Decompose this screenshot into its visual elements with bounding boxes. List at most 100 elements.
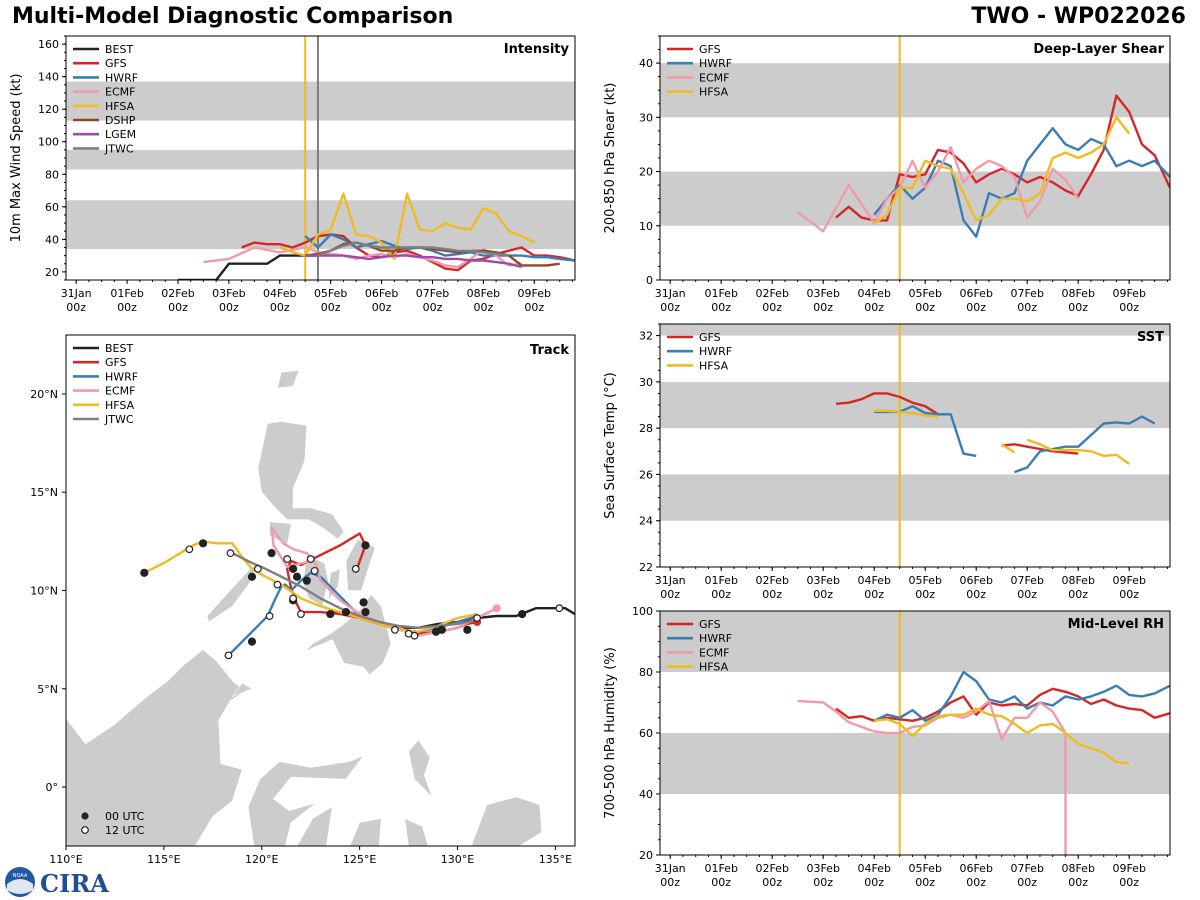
land-sulawesi xyxy=(247,754,365,846)
intensity-band-0 xyxy=(66,200,575,250)
track-marker-12utc xyxy=(226,549,235,558)
intensity-series-lgem xyxy=(305,254,522,269)
sst-xtick-label-hour: 00z xyxy=(1017,588,1037,601)
land-panay-negros xyxy=(302,554,329,607)
shear-xtick-label: 06Feb xyxy=(959,287,992,300)
sst-xtick-label-hour: 00z xyxy=(762,588,782,601)
intensity-xtick-label: 03Feb xyxy=(212,287,245,300)
track-marker-12utc xyxy=(473,614,482,622)
shear-xtick-label-hour: 00z xyxy=(915,301,935,314)
shear-series-ecmf xyxy=(796,146,1080,233)
intensity-xtick-label-hour: 00z xyxy=(168,301,188,314)
track-marker-12utc xyxy=(351,564,360,573)
rh-xtick-label-hour: 00z xyxy=(864,876,884,889)
sst-xtick-label: 09Feb xyxy=(1112,574,1145,587)
intensity-xtick-label: 07Feb xyxy=(416,287,449,300)
shear-ytick-label: 10 xyxy=(639,220,653,233)
rh-xtick-label-hour: 00z xyxy=(660,876,680,889)
track-marker-00utc xyxy=(267,549,276,558)
sst-series-gfs xyxy=(835,392,1079,455)
track-marker-12utc xyxy=(297,610,305,618)
sst-legend-label-hfsa: HFSA xyxy=(699,359,729,372)
track-marker-00utc xyxy=(359,598,368,607)
intensity-xtick-label-hour: 00z xyxy=(270,301,290,314)
shear-xtick-label-hour: 00z xyxy=(1017,301,1037,314)
track-marker-12utc xyxy=(185,545,194,554)
rh-ytick-label: 100 xyxy=(632,605,653,618)
panel-rh: 2040608010031Jan00z01Feb00z02Feb00z03Feb… xyxy=(603,605,1171,889)
intensity-xtick-label: 06Feb xyxy=(365,287,398,300)
shear-xtick-label-hour: 00z xyxy=(711,301,731,314)
rh-ytick-label: 40 xyxy=(639,788,653,801)
rh-xtick-label: 08Feb xyxy=(1061,862,1094,875)
rh-xtick-label: 31Jan xyxy=(655,862,686,875)
rh-xtick-label-hour: 00z xyxy=(966,876,986,889)
shear-ytick-label: 40 xyxy=(639,57,653,70)
panel-intensity: 2040608010012014016031Jan00z01Feb00z02Fe… xyxy=(9,35,576,314)
shear-ytick-label: 20 xyxy=(639,166,653,179)
sst-plot-area xyxy=(660,324,1170,567)
track-ytick-label: 20°N xyxy=(30,388,58,401)
track-ytick-label: 5°N xyxy=(37,683,58,696)
intensity-xtick-label-hour: 00z xyxy=(473,301,493,314)
land-sulawesi-se xyxy=(296,806,333,846)
sst-ytick-label: 24 xyxy=(639,515,653,528)
track-title: Track xyxy=(530,343,569,358)
sst-xtick-label: 03Feb xyxy=(806,574,839,587)
sst-xtick-label-hour: 00z xyxy=(711,588,731,601)
track-legend-00utc-label: 00 UTC xyxy=(105,810,145,823)
sst-ylabel: Sea Surface Temp (°C) xyxy=(603,372,618,519)
track-ecmf-start-dot xyxy=(492,604,501,613)
shear-series-hwrf xyxy=(873,126,1170,238)
rh-xtick-label-hour: 00z xyxy=(711,876,731,889)
intensity-xtick-label: 09Feb xyxy=(518,287,551,300)
shear-series-hfsa xyxy=(873,116,1131,225)
intensity-series-jtwc xyxy=(317,241,509,257)
rh-xtick-label: 05Feb xyxy=(908,862,941,875)
rh-ytick-label: 20 xyxy=(639,849,653,862)
shear-legend-label-gfs: GFS xyxy=(699,43,721,56)
intensity-xtick-label-hour: 00z xyxy=(66,301,86,314)
shear-plot-area xyxy=(660,36,1170,280)
track-marker-12utc xyxy=(265,612,274,620)
track-marker-00utc xyxy=(247,637,257,646)
rh-xtick-label: 03Feb xyxy=(806,862,839,875)
shear-xtick-label-hour: 00z xyxy=(762,301,782,314)
intensity-xtick-label: 31Jan xyxy=(61,287,92,300)
track-xtick-label: 120°E xyxy=(245,853,278,866)
land-halmahera xyxy=(408,739,433,798)
track-marker-12utc xyxy=(273,580,282,589)
shear-xtick-label: 31Jan xyxy=(655,287,686,300)
shear-ylabel: 200-850 hPa Shear (kt) xyxy=(603,83,618,234)
intensity-ytick-label: 140 xyxy=(38,71,59,84)
sst-ytick-label: 32 xyxy=(639,330,653,343)
rh-xtick-label-hour: 00z xyxy=(915,876,935,889)
track-ytick-label: 0° xyxy=(46,781,59,794)
shear-ytick-label: 30 xyxy=(639,111,653,124)
sst-series-hfsa xyxy=(874,409,1130,465)
sst-xtick-label-hour: 00z xyxy=(966,588,986,601)
track-ytick-label: 15°N xyxy=(30,486,58,499)
shear-xtick-label: 05Feb xyxy=(908,287,941,300)
track-marker-12utc xyxy=(404,629,413,638)
shear-band-1 xyxy=(660,63,1170,118)
rh-ytick-label: 80 xyxy=(639,666,653,679)
land-leyte-samar xyxy=(345,539,376,591)
shear-legend-label-hfsa: HFSA xyxy=(699,86,729,99)
intensity-legend-label-ecmf: ECMF xyxy=(105,86,135,99)
shear-xtick-label: 09Feb xyxy=(1112,287,1145,300)
track-legend-label-best: BEST xyxy=(105,342,133,355)
sst-title: SST xyxy=(1137,330,1164,345)
shear-ytick-label: 0 xyxy=(646,274,653,287)
rh-band-1 xyxy=(660,611,1170,672)
land-sulu xyxy=(231,682,253,698)
intensity-xtick-label: 08Feb xyxy=(467,287,500,300)
sst-xtick-label: 01Feb xyxy=(704,574,737,587)
track-marker-12utc xyxy=(306,555,315,563)
rh-xtick-label: 07Feb xyxy=(1010,862,1043,875)
intensity-legend-label-lgem: LGEM xyxy=(105,128,136,141)
rh-legend-label-hwrf: HWRF xyxy=(699,632,732,645)
rh-xtick-label-hour: 00z xyxy=(813,876,833,889)
sst-ytick-label: 26 xyxy=(639,468,653,481)
